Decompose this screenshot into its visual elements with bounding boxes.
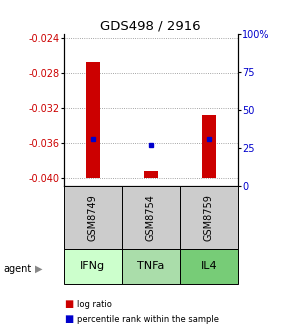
Bar [64, 186, 122, 249]
Bar [86, 62, 100, 178]
Title: GDS498 / 2916: GDS498 / 2916 [101, 19, 201, 33]
Text: ■: ■ [64, 299, 73, 309]
Bar [64, 249, 122, 284]
Text: agent: agent [3, 264, 31, 274]
Text: TNFa: TNFa [137, 261, 164, 271]
Bar [180, 249, 238, 284]
Text: IL4: IL4 [200, 261, 217, 271]
Text: IFNg: IFNg [80, 261, 105, 271]
Bar [202, 115, 216, 178]
Text: ▶: ▶ [35, 264, 43, 274]
Bar [122, 249, 180, 284]
Bar [180, 186, 238, 249]
Text: GSM8749: GSM8749 [88, 194, 98, 241]
Text: GSM8759: GSM8759 [204, 194, 214, 241]
Text: percentile rank within the sample: percentile rank within the sample [77, 315, 219, 324]
Text: ■: ■ [64, 314, 73, 324]
Text: GSM8754: GSM8754 [146, 194, 156, 241]
Text: log ratio: log ratio [77, 300, 112, 308]
Bar [122, 186, 180, 249]
Bar [144, 171, 158, 178]
